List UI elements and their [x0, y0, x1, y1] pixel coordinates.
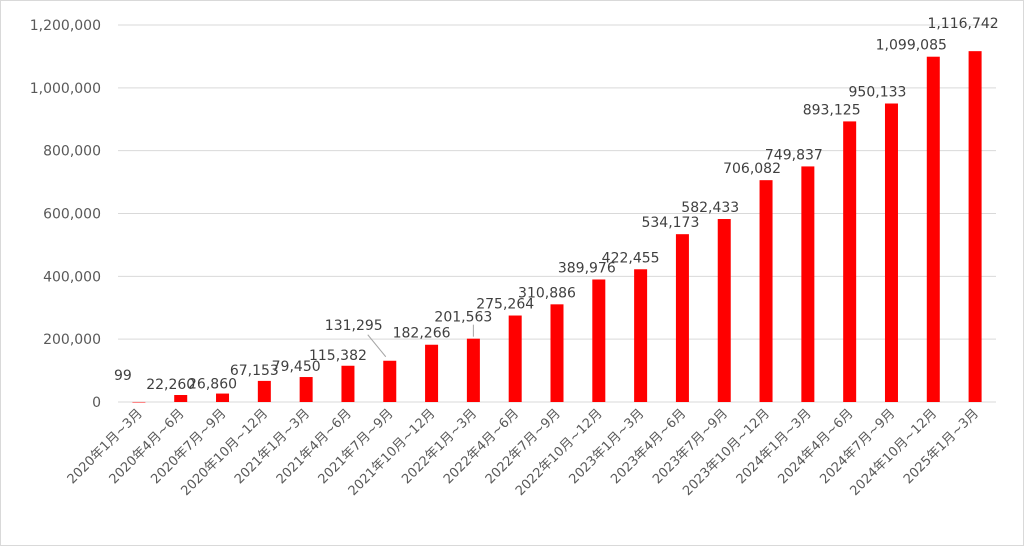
y-tick-label: 200,000	[43, 332, 101, 348]
bar	[926, 56, 940, 402]
data-label: 67,153	[230, 363, 279, 379]
x-tick-label: 2020年1月~3月	[65, 406, 146, 487]
data-label: 99	[114, 368, 132, 384]
data-label: 131,295	[325, 318, 383, 334]
x-tick-label: 2021年1月~3月	[232, 406, 313, 487]
data-label: 1,116,742	[927, 16, 998, 32]
bar	[216, 393, 230, 402]
data-label: 950,133	[849, 84, 907, 100]
bar	[299, 377, 313, 402]
bar	[843, 121, 857, 402]
bar	[425, 344, 439, 402]
bar	[759, 180, 773, 402]
y-tick-label: 600,000	[43, 207, 101, 223]
x-tick-label: 2024年7月~9月	[817, 406, 898, 487]
bar	[801, 166, 815, 402]
data-label: 310,886	[518, 285, 576, 301]
x-tick-label: 2020年4月~6月	[107, 406, 188, 487]
bar	[257, 380, 271, 402]
x-tick-label: 2020年7月~9月	[148, 406, 229, 487]
data-label: 893,125	[803, 102, 861, 118]
bar	[550, 304, 564, 402]
data-label: 182,266	[393, 326, 451, 342]
x-tick-label: 2021年4月~6月	[274, 406, 355, 487]
x-tick-label: 2024年1月~3月	[734, 406, 815, 487]
y-tick-label: 1,000,000	[30, 81, 101, 97]
data-label: 389,976	[558, 260, 616, 276]
data-label: 22,260	[146, 377, 195, 393]
x-tick-label: 2021年7月~9月	[316, 406, 397, 487]
x-tick-label: 2025年1月~3月	[901, 406, 982, 487]
data-label: 79,450	[272, 359, 321, 375]
x-tick-label: 2022年4月~6月	[441, 406, 522, 487]
data-label: 422,455	[602, 250, 660, 266]
y-tick-label: 0	[92, 395, 101, 411]
bar	[466, 338, 480, 402]
y-tick-label: 1,200,000	[30, 18, 101, 34]
data-label: 534,173	[641, 215, 699, 231]
x-tick-label: 2024年4月~6月	[776, 406, 857, 487]
x-tick-label: 2023年1月~3月	[566, 406, 647, 487]
bar	[341, 365, 355, 402]
bar	[884, 103, 898, 403]
y-tick-label: 800,000	[43, 144, 101, 160]
leader-line	[367, 334, 387, 358]
bar	[132, 401, 146, 403]
x-tick-label: 2022年7月~9月	[483, 406, 564, 487]
bar	[508, 315, 522, 402]
bar	[675, 234, 689, 402]
x-tick-label: 2023年4月~6月	[608, 406, 689, 487]
data-label: 1,099,085	[876, 38, 947, 54]
data-label: 26,860	[188, 377, 237, 393]
x-tick-label: 2023年7月~9月	[650, 406, 731, 487]
bar	[174, 395, 188, 402]
bar	[968, 51, 982, 402]
data-label: 706,082	[723, 161, 781, 177]
data-label: 749,837	[765, 147, 823, 163]
data-label: 115,382	[309, 348, 367, 364]
x-tick-label: 2022年1月~3月	[399, 406, 480, 487]
bar	[383, 360, 397, 402]
y-tick-label: 400,000	[43, 269, 101, 285]
data-label: 201,563	[434, 310, 492, 326]
data-label: 582,433	[681, 200, 739, 216]
bar	[717, 219, 731, 402]
bar	[592, 279, 606, 402]
bar	[634, 269, 648, 402]
data-label: 275,264	[476, 297, 534, 313]
